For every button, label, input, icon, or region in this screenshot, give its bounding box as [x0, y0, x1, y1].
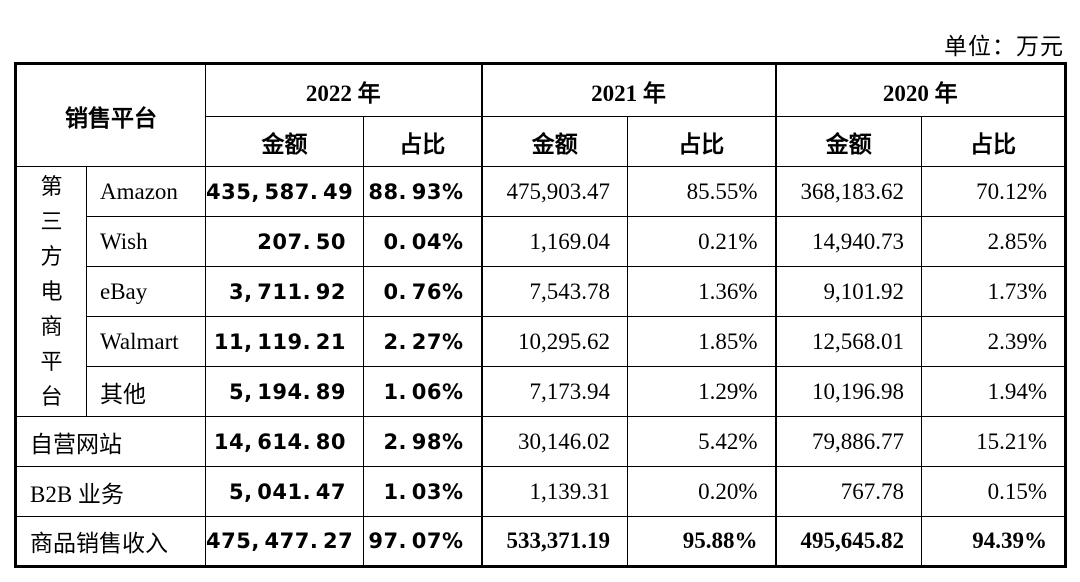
group-label-text: 第三方电商平台 — [40, 174, 63, 409]
amount-2021-cell: 7,173.94 — [480, 366, 628, 417]
ratio-2020-cell: 2.85% — [921, 216, 1066, 267]
amount-2021-cell: 475,903.47 — [480, 166, 628, 217]
table-row-wish: Wish 207. 50 0. 04% 1,169.04 0.21% 14,94… — [16, 216, 1066, 267]
ratio-2022-cell: 1. 06% — [363, 366, 482, 417]
group-label-third-party: 第三方电商平台 — [15, 166, 87, 417]
header-year-2022: 2022 年 — [205, 63, 482, 117]
ratio-2021-cell: 1.29% — [627, 366, 776, 417]
row-label: 其他 — [86, 366, 206, 417]
amount-2022-cell: 14, 614. 80 — [205, 416, 364, 467]
amount-2021-cell: 533,371.19 — [480, 516, 628, 567]
amount-2022-cell: 11, 119. 21 — [205, 316, 364, 367]
header-platform: 销售平台 — [15, 63, 206, 167]
header-year-2020: 2020 年 — [774, 63, 1066, 117]
row-label: eBay — [86, 266, 206, 317]
ratio-2021-cell: 85.55% — [627, 166, 776, 217]
amount-2021-cell: 10,295.62 — [480, 316, 628, 367]
ratio-2020-cell: 15.21% — [921, 416, 1066, 467]
table-row-amazon: 第三方电商平台 Amazon 435, 587. 49 88. 93% 475,… — [15, 166, 1066, 417]
ratio-2021-cell: 0.20% — [627, 466, 776, 517]
ratio-2021-cell: 0.21% — [627, 216, 776, 267]
amount-2020-cell: 495,645.82 — [774, 516, 922, 567]
ratio-2022-cell: 0. 76% — [363, 266, 482, 317]
row-label: Amazon — [86, 166, 206, 217]
amount-2022-cell: 3, 711. 92 — [205, 266, 364, 317]
amount-2020-cell: 10,196.98 — [774, 366, 922, 417]
header-year-2021: 2021 年 — [480, 63, 776, 117]
ratio-2021-cell: 1.85% — [627, 316, 776, 367]
amount-2020-cell: 368,183.62 — [774, 166, 922, 217]
amount-2020-cell: 79,886.77 — [774, 416, 922, 467]
header-ratio-2020: 占比 — [921, 116, 1066, 167]
header-ratio-2021: 占比 — [627, 116, 776, 167]
header-ratio-2022: 占比 — [363, 116, 482, 167]
header-amount-2022: 金额 — [205, 116, 364, 167]
ratio-2021-cell: 5.42% — [627, 416, 776, 467]
table-row-own-website: 自营网站 14, 614. 80 2. 98% 30,146.02 5.42% … — [15, 416, 1066, 467]
ratio-2022-cell: 88. 93% — [363, 166, 482, 217]
row-label: Walmart — [86, 316, 206, 367]
amount-2021-cell: 7,543.78 — [480, 266, 628, 317]
amount-2021-cell: 1,169.04 — [480, 216, 628, 267]
ratio-2022-cell: 2. 27% — [363, 316, 482, 367]
ratio-2020-cell: 70.12% — [921, 166, 1066, 217]
ratio-2021-cell: 95.88% — [627, 516, 776, 567]
ratio-2020-cell: 0.15% — [921, 466, 1066, 517]
sales-platform-table: 销售平台 2022 年 2021 年 2020 年 金额 占比 金额 占比 金额… — [14, 62, 1067, 568]
row-label: 商品销售收入 — [15, 516, 206, 567]
ratio-2022-cell: 2. 98% — [363, 416, 482, 467]
row-label: B2B 业务 — [15, 466, 206, 517]
header-amount-2020: 金额 — [774, 116, 922, 167]
ratio-2022-cell: 0. 04% — [363, 216, 482, 267]
unit-label: 单位：万元 — [944, 34, 1064, 59]
ratio-2022-cell: 1. 03% — [363, 466, 482, 517]
table-row-total-sales: 商品销售收入 475, 477. 27 97. 07% 533,371.19 9… — [15, 516, 1066, 567]
header-row-years: 销售平台 2022 年 2021 年 2020 年 — [15, 63, 1066, 167]
amount-2022-cell: 207. 50 — [205, 216, 364, 267]
amount-2020-cell: 12,568.01 — [774, 316, 922, 367]
amount-2021-cell: 1,139.31 — [480, 466, 628, 517]
amount-2020-cell: 767.78 — [774, 466, 922, 517]
amount-2022-cell: 5, 041. 47 — [205, 466, 364, 517]
table-row-walmart: Walmart 11, 119. 21 2. 27% 10,295.62 1.8… — [16, 316, 1066, 367]
amount-2022-cell: 5, 194. 89 — [205, 366, 364, 417]
ratio-2020-cell: 1.94% — [921, 366, 1066, 417]
amount-2020-cell: 14,940.73 — [774, 216, 922, 267]
amount-2021-cell: 30,146.02 — [480, 416, 628, 467]
ratio-2020-cell: 2.39% — [921, 316, 1066, 367]
table-row-b2b: B2B 业务 5, 041. 47 1. 03% 1,139.31 0.20% … — [15, 466, 1066, 517]
ratio-2020-cell: 1.73% — [921, 266, 1066, 317]
table-row-ebay: eBay 3, 711. 92 0. 76% 7,543.78 1.36% 9,… — [16, 266, 1066, 317]
amount-2022-cell: 475, 477. 27 — [205, 516, 364, 567]
header-amount-2021: 金额 — [480, 116, 628, 167]
row-label: 自营网站 — [15, 416, 206, 467]
table-row-others: 其他 5, 194. 89 1. 06% 7,173.94 1.29% 10,1… — [16, 366, 1066, 417]
row-label: Wish — [86, 216, 206, 267]
amount-2022-cell: 435, 587. 49 — [205, 166, 364, 217]
ratio-2022-cell: 97. 07% — [363, 516, 482, 567]
ratio-2020-cell: 94.39% — [921, 516, 1066, 567]
amount-2020-cell: 9,101.92 — [774, 266, 922, 317]
ratio-2021-cell: 1.36% — [627, 266, 776, 317]
